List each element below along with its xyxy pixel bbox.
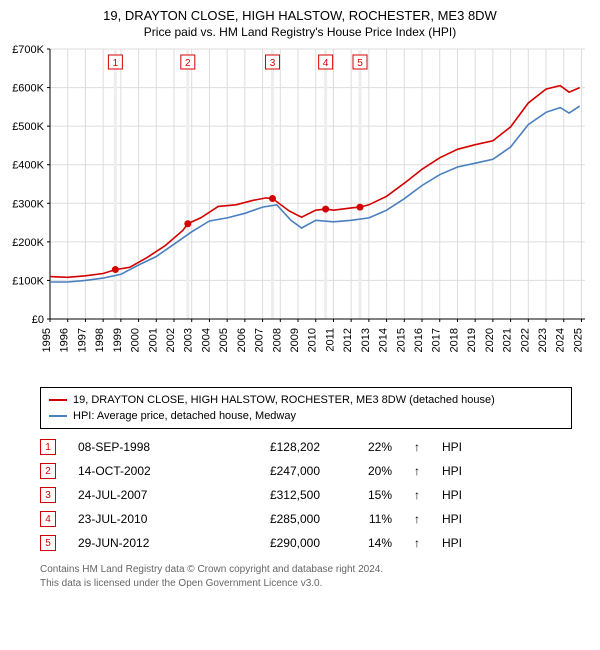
svg-text:£300K: £300K (12, 198, 44, 210)
svg-text:5: 5 (357, 58, 363, 69)
svg-text:2: 2 (185, 58, 191, 69)
sale-pct: 22% (342, 440, 392, 454)
footer-line-1: Contains HM Land Registry data © Crown c… (40, 563, 572, 577)
svg-text:2011: 2011 (324, 328, 336, 352)
svg-text:2002: 2002 (165, 328, 177, 352)
svg-text:2020: 2020 (484, 328, 496, 352)
sale-hpi-label: HPI (442, 488, 492, 502)
legend-row: HPI: Average price, detached house, Medw… (49, 408, 563, 424)
svg-text:2023: 2023 (537, 328, 549, 352)
chart-container: 19, DRAYTON CLOSE, HIGH HALSTOW, ROCHEST… (0, 0, 600, 590)
svg-text:2000: 2000 (130, 328, 142, 352)
legend-swatch (49, 415, 67, 417)
legend-swatch (49, 399, 67, 401)
svg-text:2013: 2013 (360, 328, 372, 352)
svg-text:2024: 2024 (555, 328, 567, 352)
svg-text:1996: 1996 (59, 328, 71, 352)
svg-text:2022: 2022 (519, 328, 531, 352)
legend-row: 19, DRAYTON CLOSE, HIGH HALSTOW, ROCHEST… (49, 392, 563, 408)
sales-row: 1 08-SEP-1998 £128,202 22% ↑ HPI (40, 435, 572, 459)
svg-text:2007: 2007 (254, 328, 266, 352)
sale-marker: 2 (40, 463, 56, 479)
svg-text:2006: 2006 (236, 328, 248, 352)
sale-hpi-label: HPI (442, 536, 492, 550)
svg-text:2001: 2001 (147, 328, 159, 352)
svg-text:1995: 1995 (41, 328, 53, 352)
sale-price: £290,000 (220, 536, 320, 550)
footer-line-2: This data is licensed under the Open Gov… (40, 577, 572, 591)
svg-text:3: 3 (270, 58, 276, 69)
sale-date: 23-JUL-2010 (78, 512, 198, 526)
svg-text:2012: 2012 (342, 328, 354, 352)
svg-text:1: 1 (113, 58, 119, 69)
svg-text:1999: 1999 (112, 328, 124, 352)
sale-hpi-label: HPI (442, 440, 492, 454)
sale-price: £285,000 (220, 512, 320, 526)
title-line-2: Price paid vs. HM Land Registry's House … (0, 25, 600, 39)
sale-marker: 4 (40, 511, 56, 527)
sale-price: £247,000 (220, 464, 320, 478)
svg-text:2018: 2018 (448, 328, 460, 352)
up-arrow-icon: ↑ (414, 464, 420, 478)
chart-area: £0 £100K £200K £300K £400K £500K £600K £700K 199… (0, 39, 600, 379)
legend-label: 19, DRAYTON CLOSE, HIGH HALSTOW, ROCHEST… (73, 392, 495, 408)
sale-pct: 20% (342, 464, 392, 478)
sale-pct: 11% (342, 512, 392, 526)
svg-text:£600K: £600K (12, 83, 44, 95)
sales-row: 4 23-JUL-2010 £285,000 11% ↑ HPI (40, 507, 572, 531)
svg-text:1997: 1997 (76, 328, 88, 352)
svg-text:4: 4 (323, 58, 329, 69)
sale-pct: 14% (342, 536, 392, 550)
svg-text:£400K: £400K (12, 160, 44, 172)
svg-text:2014: 2014 (378, 328, 390, 352)
svg-text:2009: 2009 (289, 328, 301, 352)
svg-text:£100K: £100K (12, 275, 44, 287)
chart-svg: £0 £100K £200K £300K £400K £500K £600K £700K 199… (0, 39, 600, 379)
svg-text:1998: 1998 (94, 328, 106, 352)
sale-date: 29-JUN-2012 (78, 536, 198, 550)
svg-text:£700K: £700K (12, 44, 44, 56)
up-arrow-icon: ↑ (414, 512, 420, 526)
up-arrow-icon: ↑ (414, 488, 420, 502)
svg-text:2008: 2008 (271, 328, 283, 352)
sale-hpi-label: HPI (442, 464, 492, 478)
svg-text:2019: 2019 (466, 328, 478, 352)
svg-text:£0: £0 (32, 314, 44, 326)
sales-row: 3 24-JUL-2007 £312,500 15% ↑ HPI (40, 483, 572, 507)
svg-text:2003: 2003 (183, 328, 195, 352)
footer-attribution: Contains HM Land Registry data © Crown c… (40, 563, 572, 590)
sale-marker: 3 (40, 487, 56, 503)
svg-text:2016: 2016 (413, 328, 425, 352)
sales-row: 5 29-JUN-2012 £290,000 14% ↑ HPI (40, 531, 572, 555)
up-arrow-icon: ↑ (414, 536, 420, 550)
sale-marker: 5 (40, 535, 56, 551)
up-arrow-icon: ↑ (414, 440, 420, 454)
svg-text:£500K: £500K (12, 121, 44, 133)
sale-price: £128,202 (220, 440, 320, 454)
sale-pct: 15% (342, 488, 392, 502)
chart-titles: 19, DRAYTON CLOSE, HIGH HALSTOW, ROCHEST… (0, 0, 600, 39)
sale-date: 14-OCT-2002 (78, 464, 198, 478)
sales-table: 1 08-SEP-1998 £128,202 22% ↑ HPI 2 14-OCT-2002 £… (40, 435, 572, 555)
svg-text:2025: 2025 (572, 328, 584, 352)
sale-price: £312,500 (220, 488, 320, 502)
sale-date: 24-JUL-2007 (78, 488, 198, 502)
svg-text:£200K: £200K (12, 237, 44, 249)
sales-row: 2 14-OCT-2002 £247,000 20% ↑ HPI (40, 459, 572, 483)
svg-text:2021: 2021 (502, 328, 514, 352)
svg-text:2017: 2017 (431, 328, 443, 352)
legend-label: HPI: Average price, detached house, Medw… (73, 408, 296, 424)
sale-hpi-label: HPI (442, 512, 492, 526)
title-line-1: 19, DRAYTON CLOSE, HIGH HALSTOW, ROCHEST… (0, 8, 600, 23)
svg-text:2004: 2004 (200, 328, 212, 352)
legend-box: 19, DRAYTON CLOSE, HIGH HALSTOW, ROCHEST… (40, 387, 572, 429)
sale-marker: 1 (40, 439, 56, 455)
svg-text:2010: 2010 (307, 328, 319, 352)
svg-text:2015: 2015 (395, 328, 407, 352)
svg-text:2005: 2005 (218, 328, 230, 352)
sale-date: 08-SEP-1998 (78, 440, 198, 454)
